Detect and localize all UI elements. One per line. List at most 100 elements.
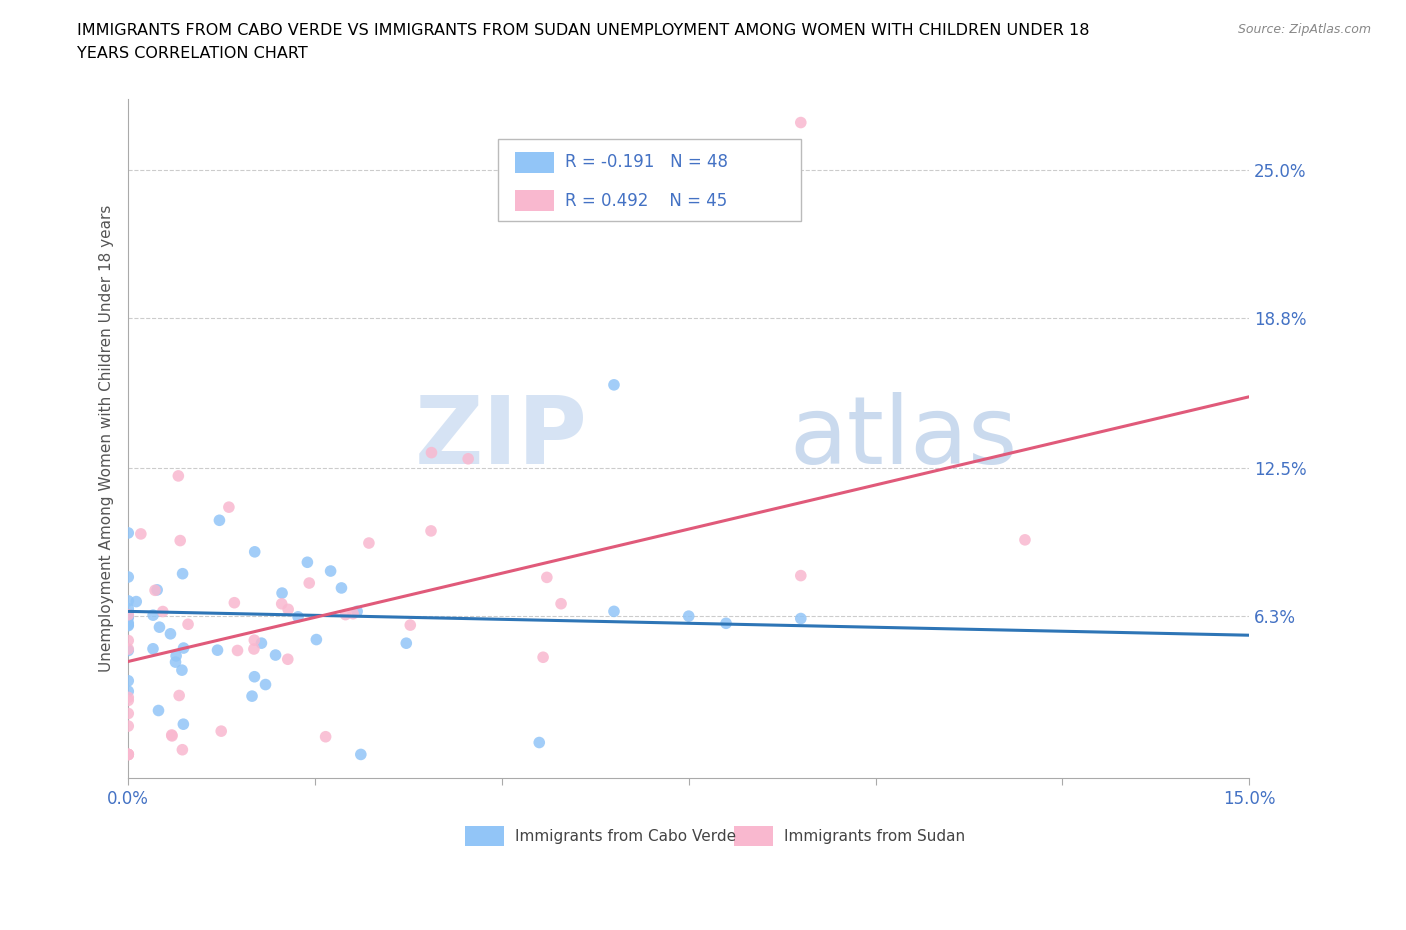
Point [714, 616, 737, 631]
Point [790, 611, 813, 626]
Point [117, 616, 139, 631]
Point [297, 555, 319, 570]
Point [271, 586, 294, 601]
Point [264, 647, 287, 662]
Text: Immigrants from Cabo Verde: Immigrants from Cabo Verde [515, 829, 737, 844]
Point [603, 604, 626, 618]
Point [142, 607, 165, 622]
Point [395, 636, 418, 651]
Point [142, 642, 165, 657]
Point [143, 583, 166, 598]
Text: atlas: atlas [790, 392, 1018, 485]
Text: ZIP: ZIP [415, 392, 588, 485]
Point [167, 469, 190, 484]
Point [287, 609, 309, 624]
Point [160, 728, 183, 743]
Point [160, 727, 183, 742]
Point [117, 706, 139, 721]
Point [117, 684, 139, 698]
Point [550, 596, 572, 611]
Point [117, 719, 139, 734]
Point [357, 536, 380, 551]
Point [125, 594, 148, 609]
Point [298, 576, 321, 591]
Point [240, 689, 263, 704]
Text: Source: ZipAtlas.com: Source: ZipAtlas.com [1237, 23, 1371, 36]
Point [165, 648, 187, 663]
Point [457, 451, 479, 466]
Text: Immigrants from Sudan: Immigrants from Sudan [785, 829, 965, 844]
Point [399, 618, 422, 632]
Point [159, 627, 181, 642]
Point [152, 604, 174, 619]
Point [790, 568, 813, 583]
Point [129, 526, 152, 541]
Point [243, 642, 266, 657]
Point [117, 747, 139, 762]
Point [173, 641, 195, 656]
Point [117, 610, 139, 625]
Point [678, 609, 700, 624]
Point [420, 445, 443, 460]
Point [207, 643, 229, 658]
Point [169, 533, 191, 548]
Point [243, 632, 266, 647]
FancyBboxPatch shape [498, 140, 801, 221]
Point [224, 595, 246, 610]
Point [117, 673, 139, 688]
Point [148, 703, 170, 718]
Point [117, 618, 139, 633]
Point [250, 636, 273, 651]
Point [603, 378, 626, 392]
Point [117, 747, 139, 762]
Point [117, 601, 139, 616]
Point [165, 655, 187, 670]
FancyBboxPatch shape [515, 191, 554, 211]
Point [270, 596, 292, 611]
Point [350, 747, 373, 762]
Point [209, 724, 232, 738]
Point [117, 642, 139, 657]
Point [208, 512, 231, 527]
Point [172, 717, 194, 732]
Point [335, 607, 357, 622]
Point [319, 564, 342, 578]
Point [172, 742, 194, 757]
Text: IMMIGRANTS FROM CABO VERDE VS IMMIGRANTS FROM SUDAN UNEMPLOYMENT AMONG WOMEN WIT: IMMIGRANTS FROM CABO VERDE VS IMMIGRANTS… [77, 23, 1090, 38]
Point [177, 617, 200, 631]
Point [536, 570, 558, 585]
Point [790, 115, 813, 130]
Point [243, 670, 266, 684]
Text: R = 0.492    N = 45: R = 0.492 N = 45 [565, 192, 728, 209]
Point [218, 499, 240, 514]
Point [117, 747, 139, 762]
Text: R = -0.191   N = 48: R = -0.191 N = 48 [565, 153, 728, 171]
Point [531, 650, 554, 665]
Point [170, 663, 193, 678]
Point [305, 632, 328, 647]
Point [117, 693, 139, 708]
Point [117, 607, 139, 622]
Point [1014, 532, 1036, 547]
Text: YEARS CORRELATION CHART: YEARS CORRELATION CHART [77, 46, 308, 61]
Point [529, 735, 551, 750]
Point [117, 608, 139, 623]
FancyBboxPatch shape [464, 826, 503, 846]
Point [117, 690, 139, 705]
Point [243, 544, 266, 559]
Point [330, 580, 353, 595]
Point [117, 643, 139, 658]
Point [117, 569, 139, 584]
Point [277, 602, 299, 617]
Point [117, 593, 139, 608]
Point [117, 525, 139, 540]
Point [172, 566, 194, 581]
Point [117, 633, 139, 648]
Point [342, 606, 364, 621]
Point [254, 677, 277, 692]
Point [117, 618, 139, 632]
Point [148, 619, 170, 634]
Point [315, 729, 337, 744]
Point [277, 652, 299, 667]
Point [146, 582, 169, 597]
